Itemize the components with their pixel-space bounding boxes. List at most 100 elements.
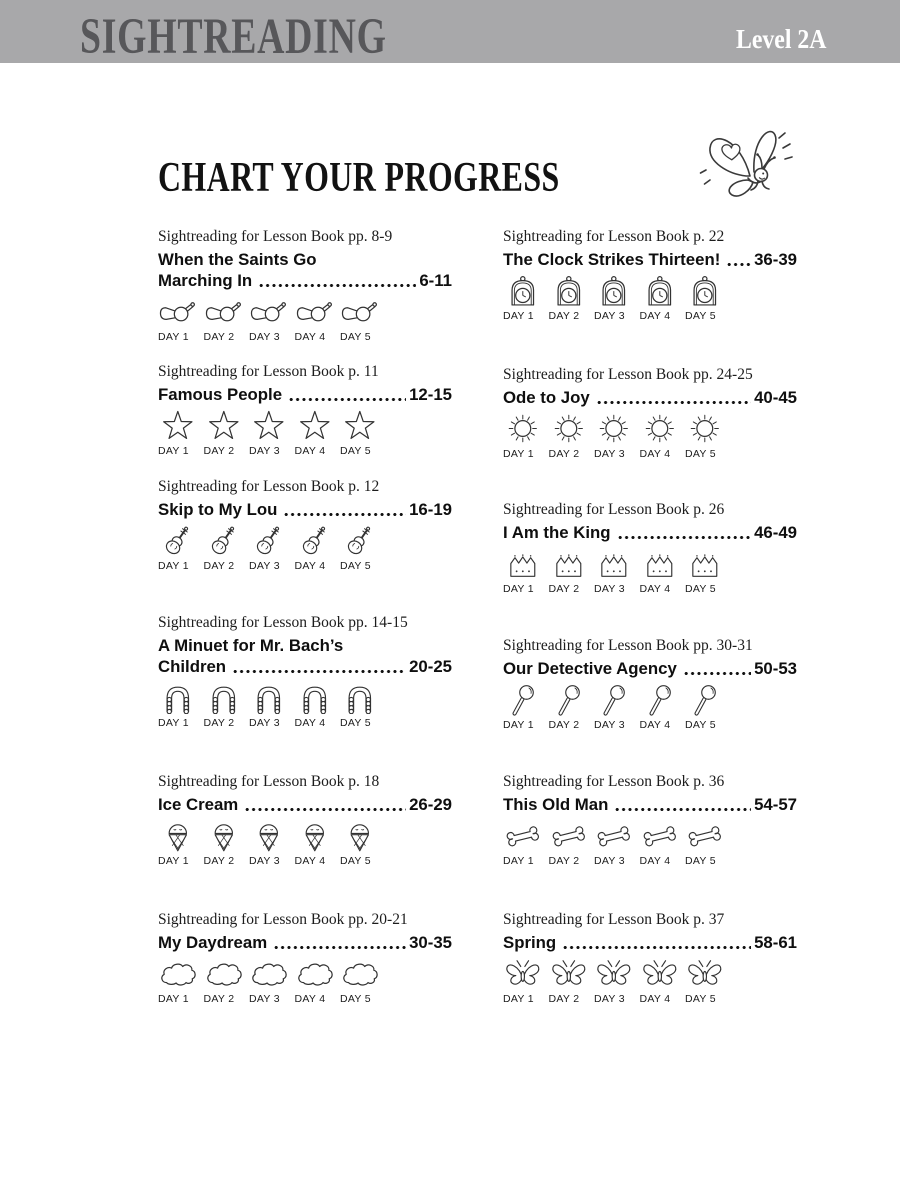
progress-entry: Sightreading for Lesson Book p. 18 Ice C… bbox=[158, 773, 452, 867]
page-title: CHART YOUR PROGRESS bbox=[158, 155, 560, 201]
page-range: 54-57 bbox=[754, 795, 797, 814]
day-label: DAY 2 bbox=[203, 445, 235, 457]
day-label: DAY 2 bbox=[548, 993, 580, 1005]
magnifying-glass-icon bbox=[503, 683, 545, 716]
dotted-leader bbox=[682, 671, 752, 676]
day-label: DAY 1 bbox=[158, 560, 189, 572]
song-title: The Clock Strikes Thirteen! bbox=[503, 250, 721, 269]
day-cell: DAY 3 bbox=[594, 274, 640, 322]
song-title: When the Saints Go bbox=[158, 250, 317, 269]
song-title-block: When the Saints Go Marching In 6-11 bbox=[158, 249, 452, 291]
day-cell: DAY 1 bbox=[503, 819, 549, 867]
song-title: My Daydream bbox=[158, 933, 268, 952]
day-label: DAY 2 bbox=[548, 583, 580, 595]
cloud-icon bbox=[204, 957, 246, 990]
lesson-book-caption: Sightreading for Lesson Book p. 37 bbox=[503, 911, 725, 928]
star-icon bbox=[295, 409, 337, 442]
day-label: DAY 1 bbox=[503, 310, 534, 322]
cloud-icon bbox=[249, 957, 291, 990]
day-icon-row: DAY 1 DAY 2 DAY 3 DAY 4 DAY 5 bbox=[158, 681, 452, 729]
day-label: DAY 1 bbox=[158, 331, 189, 343]
day-icon-row: DAY 1 DAY 2 DAY 3 DAY 4 DAY 5 bbox=[503, 412, 797, 460]
song-title: Skip to My Lou bbox=[158, 500, 278, 519]
song-title: Famous People bbox=[158, 385, 283, 404]
song-title: Marching In bbox=[158, 271, 253, 290]
day-label: DAY 5 bbox=[340, 717, 371, 729]
day-cell: DAY 4 bbox=[640, 819, 686, 867]
dotted-leader bbox=[614, 807, 752, 812]
page-range: 58-61 bbox=[754, 933, 797, 952]
day-label: DAY 5 bbox=[685, 993, 716, 1005]
lesson-book-caption: Sightreading for Lesson Book pp. 8-9 bbox=[158, 228, 393, 245]
violin-icon bbox=[204, 524, 246, 557]
day-cell: DAY 4 bbox=[640, 683, 686, 731]
day-cell: DAY 1 bbox=[158, 409, 204, 457]
day-icon-row: DAY 1 DAY 2 DAY 3 DAY 4 DAY 5 bbox=[158, 819, 452, 867]
sun-icon bbox=[549, 412, 591, 445]
crown-icon bbox=[549, 547, 591, 580]
day-label: DAY 1 bbox=[158, 993, 189, 1005]
wig-icon bbox=[158, 681, 200, 714]
ice-cream-icon bbox=[158, 819, 200, 852]
page-range: 40-45 bbox=[754, 388, 797, 407]
day-cell: DAY 2 bbox=[204, 819, 250, 867]
day-cell: DAY 5 bbox=[685, 683, 731, 731]
day-label: DAY 2 bbox=[548, 719, 580, 731]
dotted-leader bbox=[258, 283, 417, 288]
day-label: DAY 2 bbox=[203, 331, 235, 343]
crown-icon bbox=[594, 547, 636, 580]
day-cell: DAY 3 bbox=[594, 683, 640, 731]
day-cell: DAY 1 bbox=[503, 274, 549, 322]
song-title: I Am the King bbox=[503, 523, 611, 542]
song-title-block: Famous People 12-15 bbox=[158, 384, 452, 405]
day-label: DAY 1 bbox=[158, 445, 189, 457]
day-cell: DAY 1 bbox=[503, 683, 549, 731]
dotted-leader bbox=[232, 669, 407, 674]
song-title-line: The Clock Strikes Thirteen! 36-39 bbox=[503, 249, 797, 270]
song-title-line: I Am the King 46-49 bbox=[503, 522, 797, 543]
day-label: DAY 3 bbox=[594, 993, 625, 1005]
day-cell: DAY 5 bbox=[340, 524, 386, 572]
day-icon-row: DAY 1 DAY 2 DAY 3 DAY 4 DAY 5 bbox=[158, 409, 452, 457]
day-icon-row: DAY 1 DAY 2 DAY 3 DAY 4 DAY 5 bbox=[503, 819, 797, 867]
wig-icon bbox=[249, 681, 291, 714]
sun-icon bbox=[503, 412, 545, 445]
dotted-leader bbox=[283, 512, 407, 517]
song-title-block: The Clock Strikes Thirteen! 36-39 bbox=[503, 249, 797, 270]
song-title-line: Children 20-25 bbox=[158, 656, 452, 677]
butterfly-icon bbox=[594, 957, 636, 990]
day-label: DAY 3 bbox=[249, 331, 280, 343]
dotted-leader bbox=[562, 945, 752, 950]
song-title-block: Spring 58-61 bbox=[503, 932, 797, 953]
day-label: DAY 3 bbox=[249, 993, 280, 1005]
song-title-line: Our Detective Agency 50-53 bbox=[503, 658, 797, 679]
song-title-line: This Old Man 54-57 bbox=[503, 794, 797, 815]
song-title: Ice Cream bbox=[158, 795, 239, 814]
day-label: DAY 1 bbox=[503, 448, 534, 460]
day-icon-row: DAY 1 DAY 2 DAY 3 DAY 4 DAY 5 bbox=[503, 274, 797, 322]
song-title: Children bbox=[158, 657, 227, 676]
day-cell: DAY 4 bbox=[640, 957, 686, 1005]
song-title: Our Detective Agency bbox=[503, 659, 677, 678]
ice-cream-icon bbox=[295, 819, 337, 852]
day-cell: DAY 2 bbox=[204, 409, 250, 457]
butterfly-icon bbox=[503, 957, 545, 990]
day-label: DAY 4 bbox=[294, 855, 326, 867]
lesson-book-caption: Sightreading for Lesson Book p. 12 bbox=[158, 478, 380, 495]
page-range: 20-25 bbox=[409, 657, 452, 676]
day-label: DAY 2 bbox=[548, 310, 580, 322]
day-cell: DAY 3 bbox=[249, 819, 295, 867]
song-title-block: I Am the King 46-49 bbox=[503, 522, 797, 543]
day-cell: DAY 5 bbox=[340, 681, 386, 729]
song-title-block: My Daydream 30-35 bbox=[158, 932, 452, 953]
day-cell: DAY 1 bbox=[503, 412, 549, 460]
day-cell: DAY 3 bbox=[249, 295, 295, 343]
song-title-line: Ice Cream 26-29 bbox=[158, 794, 452, 815]
day-label: DAY 4 bbox=[639, 310, 671, 322]
day-label: DAY 2 bbox=[203, 993, 235, 1005]
clock-icon bbox=[503, 274, 545, 307]
day-cell: DAY 5 bbox=[340, 409, 386, 457]
star-icon bbox=[158, 409, 200, 442]
day-label: DAY 3 bbox=[594, 448, 625, 460]
day-cell: DAY 1 bbox=[503, 547, 549, 595]
